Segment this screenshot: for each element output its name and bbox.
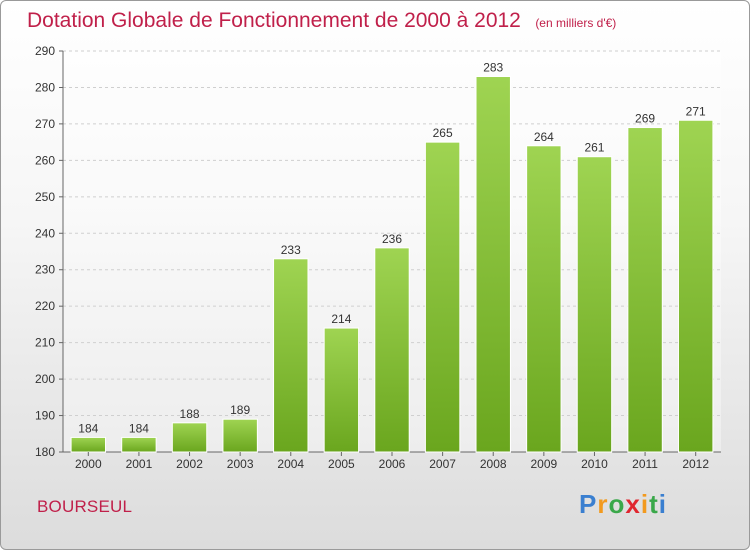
x-tick-label-2001: 2001 bbox=[126, 457, 153, 471]
y-tick-label: 260 bbox=[35, 153, 55, 167]
value-label-2010: 261 bbox=[584, 141, 604, 155]
logo-letter: o bbox=[608, 489, 626, 519]
bar-2005 bbox=[323, 327, 360, 453]
x-tick-label-2012: 2012 bbox=[682, 457, 709, 471]
y-tick-label: 180 bbox=[35, 445, 55, 459]
bar-2006 bbox=[374, 247, 410, 453]
bar-2012 bbox=[677, 119, 714, 453]
logo-letter: t bbox=[649, 489, 659, 519]
value-label-2001: 184 bbox=[129, 421, 149, 435]
bar-2004 bbox=[273, 258, 309, 453]
y-tick-label: 280 bbox=[35, 80, 55, 94]
x-tick-label-2004: 2004 bbox=[277, 457, 304, 471]
x-tick-label-2010: 2010 bbox=[581, 457, 608, 471]
bar-2008 bbox=[475, 76, 511, 453]
y-tick-label: 250 bbox=[35, 190, 55, 204]
bar-2000 bbox=[70, 436, 107, 453]
title-row: Dotation Globale de Fonctionnement de 20… bbox=[27, 9, 616, 33]
value-label-2002: 188 bbox=[180, 407, 200, 421]
logo-letter: i bbox=[640, 489, 650, 519]
bar-2010 bbox=[576, 156, 613, 453]
y-tick-label: 220 bbox=[35, 299, 55, 313]
y-tick-label: 190 bbox=[35, 409, 55, 423]
y-tick-label: 200 bbox=[35, 372, 55, 386]
bar-2003 bbox=[222, 418, 258, 453]
y-tick-label: 240 bbox=[35, 226, 55, 240]
x-tick-label-2009: 2009 bbox=[530, 457, 557, 471]
value-label-2003: 189 bbox=[230, 403, 250, 417]
value-label-2009: 264 bbox=[534, 130, 554, 144]
proxiti-logo: Proxiti bbox=[579, 489, 667, 520]
bar-2007 bbox=[424, 141, 461, 453]
bar-2002 bbox=[171, 422, 208, 453]
bar-2011 bbox=[627, 127, 663, 453]
y-tick-label: 210 bbox=[35, 336, 55, 350]
value-label-2007: 265 bbox=[433, 126, 453, 140]
value-label-2005: 214 bbox=[331, 312, 351, 326]
logo-letter: x bbox=[625, 489, 641, 519]
x-tick-label-2003: 2003 bbox=[227, 457, 254, 471]
value-label-2004: 233 bbox=[281, 243, 301, 257]
x-tick-label-2002: 2002 bbox=[176, 457, 203, 471]
x-tick-label-2006: 2006 bbox=[379, 457, 406, 471]
x-tick-label-2000: 2000 bbox=[75, 457, 102, 471]
logo-letter: P bbox=[579, 489, 598, 519]
value-label-2006: 236 bbox=[382, 232, 402, 246]
y-tick-label: 290 bbox=[35, 44, 55, 58]
bar-2001 bbox=[121, 436, 157, 453]
place-name: BOURSEUL bbox=[37, 497, 133, 516]
x-tick-label-2011: 2011 bbox=[632, 457, 658, 471]
logo-letter: i bbox=[658, 489, 667, 519]
bar-2009 bbox=[526, 145, 562, 453]
value-label-2012: 271 bbox=[686, 104, 706, 118]
y-tick-label: 270 bbox=[35, 117, 55, 131]
chart-subtitle: (en milliers d'€) bbox=[535, 16, 617, 30]
y-tick-label: 230 bbox=[35, 263, 55, 277]
value-label-2011: 269 bbox=[635, 112, 655, 126]
x-tick-label-2008: 2008 bbox=[480, 457, 507, 471]
x-tick-label-2005: 2005 bbox=[328, 457, 355, 471]
value-label-2000: 184 bbox=[78, 421, 98, 435]
logo-letter: r bbox=[597, 489, 609, 519]
x-tick-label-2007: 2007 bbox=[429, 457, 456, 471]
value-label-2008: 283 bbox=[483, 61, 503, 75]
chart-title: Dotation Globale de Fonctionnement de 20… bbox=[27, 9, 521, 32]
